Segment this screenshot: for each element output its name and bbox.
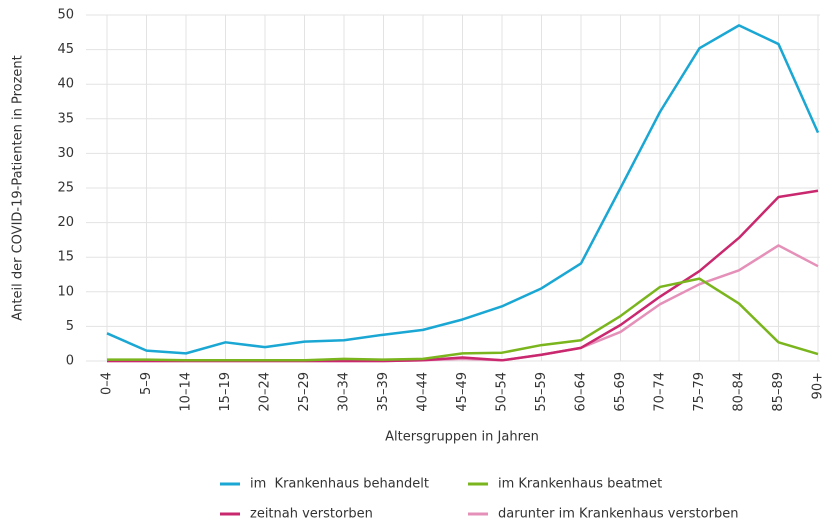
y-tick-label: 30	[57, 146, 74, 161]
legend-label: darunter im Krankenhaus verstorben	[498, 507, 738, 521]
x-tick-label: 85–89	[771, 372, 786, 412]
y-tick-label: 15	[57, 250, 74, 265]
y-tick-label: 10	[57, 284, 74, 299]
y-tick-label: 40	[57, 77, 74, 92]
series-line	[107, 277, 819, 362]
y-tick-label: 20	[57, 215, 74, 230]
x-axis-label: Altersgruppen in Jahren	[385, 430, 539, 445]
x-tick-label: 65–69	[613, 372, 628, 412]
x-tick-label: 40–44	[416, 372, 431, 412]
x-tick-label: 10–14	[179, 372, 194, 412]
y-tick-label: 5	[66, 319, 74, 334]
x-tick-label: 50–54	[495, 372, 510, 412]
x-tick-label: 80–84	[732, 372, 747, 412]
x-tick-label: 30–34	[337, 372, 352, 412]
series-line	[106, 24, 820, 355]
legend-label: im Krankenhaus beatmet	[498, 477, 662, 492]
x-tick-label: 60–64	[574, 372, 589, 412]
x-tick-label: 55–59	[534, 372, 549, 412]
x-tick-label: 70–74	[653, 372, 668, 412]
x-tick-label: 75–79	[692, 372, 707, 412]
x-tick-label: 5–9	[139, 372, 154, 395]
y-tick-label: 45	[57, 42, 74, 57]
x-tick-label: 45–49	[455, 372, 470, 412]
x-tick-label: 0–4	[100, 372, 115, 395]
legend-label: zeitnah verstorben	[250, 507, 373, 521]
y-tick-label: 35	[57, 111, 74, 126]
x-tick-label: 25–29	[297, 372, 312, 412]
x-tick-label: 35–39	[376, 372, 391, 412]
x-tick-label: 15–19	[218, 372, 233, 412]
y-tick-label: 0	[66, 354, 74, 369]
y-tick-label: 25	[57, 181, 74, 196]
y-axis-label: Anteil der COVID-19-Patienten in Prozent	[11, 55, 26, 320]
y-tick-label: 50	[57, 8, 74, 23]
legend-label: im Krankenhaus behandelt	[250, 477, 429, 492]
x-tick-label: 20–24	[258, 372, 273, 412]
x-tick-label: 90+	[811, 372, 826, 399]
